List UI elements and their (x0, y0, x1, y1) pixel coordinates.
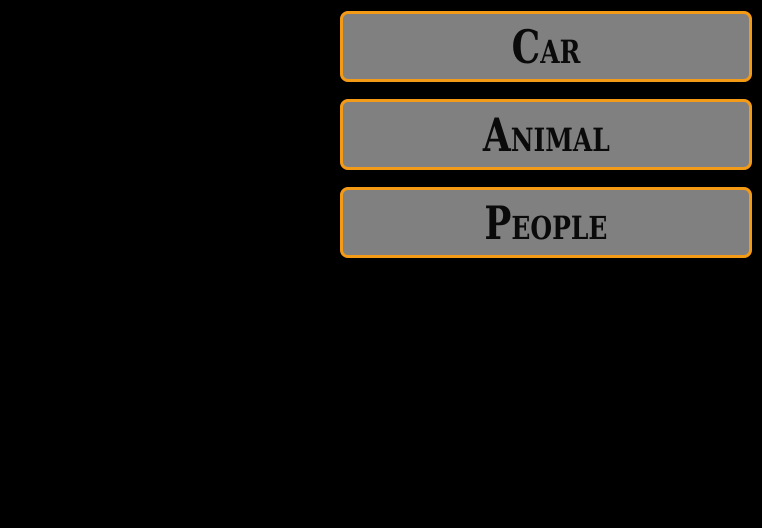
people-button-label: People (484, 195, 608, 250)
people-button[interactable]: People (340, 187, 752, 258)
animal-button-label: Animal (482, 107, 610, 162)
animal-button[interactable]: Animal (340, 99, 752, 170)
category-menu: Car Animal People (340, 11, 753, 258)
car-button-label: Car (511, 19, 581, 74)
car-button[interactable]: Car (340, 11, 752, 82)
